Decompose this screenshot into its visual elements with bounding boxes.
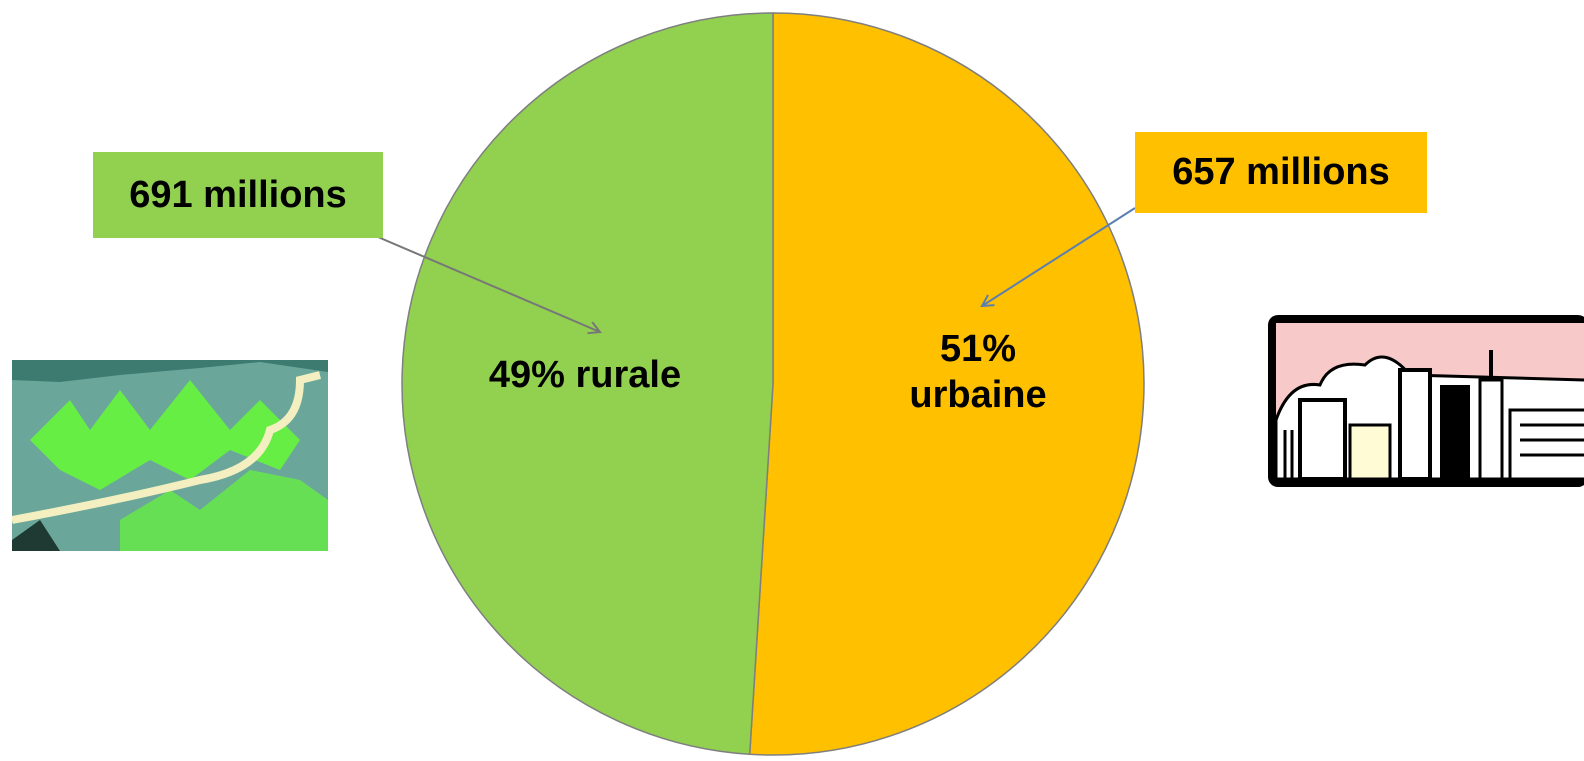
slice-label: 51% urbaine: [909, 328, 1047, 416]
annotations: [377, 207, 1136, 332]
annotation-arrow: [982, 207, 1136, 306]
city-clipart: [1268, 315, 1584, 487]
wall-clipart: [11, 360, 328, 551]
annotation-box: 691 millions: [93, 152, 383, 238]
annotation-arrow: [377, 236, 600, 332]
pie-slice: [748, 12, 1145, 756]
pie: [401, 12, 1145, 756]
annotation-box: 657 millions: [1135, 132, 1427, 213]
slice-label: 49% rurale: [488, 354, 682, 396]
pie-slice: [401, 12, 774, 756]
